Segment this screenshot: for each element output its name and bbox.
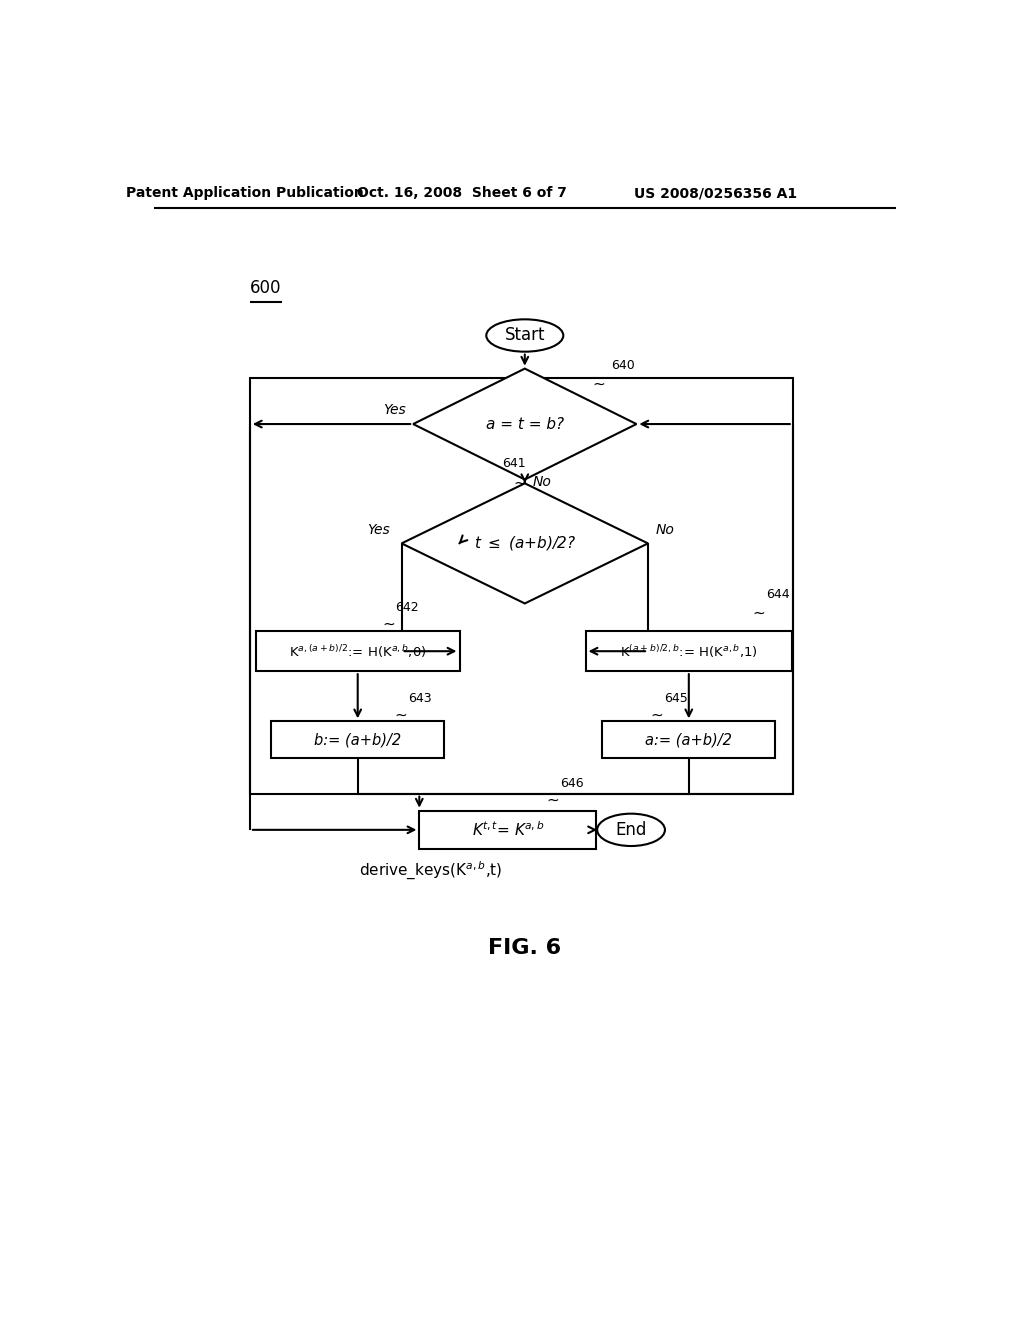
- Bar: [586, 631, 792, 671]
- Text: Yes: Yes: [368, 523, 390, 536]
- Text: US 2008/0256356 A1: US 2008/0256356 A1: [634, 186, 798, 201]
- Text: a = t = b?: a = t = b?: [485, 417, 564, 432]
- Bar: [419, 810, 596, 849]
- Text: ∼: ∼: [513, 475, 526, 491]
- Text: Start: Start: [505, 326, 545, 345]
- Text: K$^{t,t}$= K$^{a,b}$: K$^{t,t}$= K$^{a,b}$: [472, 821, 544, 840]
- Text: FIG. 6: FIG. 6: [488, 937, 561, 957]
- Text: ∼: ∼: [394, 708, 408, 722]
- Text: 641: 641: [502, 457, 525, 470]
- Text: 643: 643: [408, 692, 431, 705]
- Text: 600: 600: [250, 279, 282, 297]
- Text: No: No: [532, 475, 551, 488]
- Text: ∼: ∼: [382, 616, 395, 632]
- Text: derive_keys(K$^{a,b}$,t): derive_keys(K$^{a,b}$,t): [359, 859, 503, 882]
- Text: K$^{(a+b)/2,b}$:= H(K$^{a,b}$,1): K$^{(a+b)/2,b}$:= H(K$^{a,b}$,1): [620, 643, 758, 660]
- Text: ∼: ∼: [650, 708, 664, 722]
- Bar: [271, 721, 444, 758]
- Ellipse shape: [597, 813, 665, 846]
- Text: Yes: Yes: [383, 403, 406, 417]
- Text: Oct. 16, 2008  Sheet 6 of 7: Oct. 16, 2008 Sheet 6 of 7: [356, 186, 566, 201]
- Text: End: End: [615, 821, 647, 838]
- Bar: [256, 631, 460, 671]
- Text: 642: 642: [394, 601, 418, 614]
- Text: ∼: ∼: [547, 793, 559, 808]
- Text: 646: 646: [560, 776, 584, 789]
- Bar: [250, 378, 793, 793]
- Text: ∼: ∼: [593, 376, 605, 392]
- Text: Patent Application Publication: Patent Application Publication: [126, 186, 364, 201]
- Polygon shape: [401, 483, 648, 603]
- Text: 644: 644: [766, 589, 790, 601]
- Text: b:= (a+b)/2: b:= (a+b)/2: [314, 733, 401, 747]
- Text: ∼: ∼: [752, 605, 765, 620]
- Text: a:= (a+b)/2: a:= (a+b)/2: [645, 733, 732, 747]
- Text: 645: 645: [665, 692, 688, 705]
- Text: t $\leq$ (a+b)/2?: t $\leq$ (a+b)/2?: [474, 535, 575, 552]
- Text: K$^{a,(a+b)/2}$:= H(K$^{a,b}$,0): K$^{a,(a+b)/2}$:= H(K$^{a,b}$,0): [289, 643, 426, 660]
- Bar: [602, 721, 775, 758]
- Ellipse shape: [486, 319, 563, 351]
- Text: 640: 640: [611, 359, 635, 372]
- Polygon shape: [413, 368, 637, 479]
- Text: No: No: [655, 523, 675, 536]
